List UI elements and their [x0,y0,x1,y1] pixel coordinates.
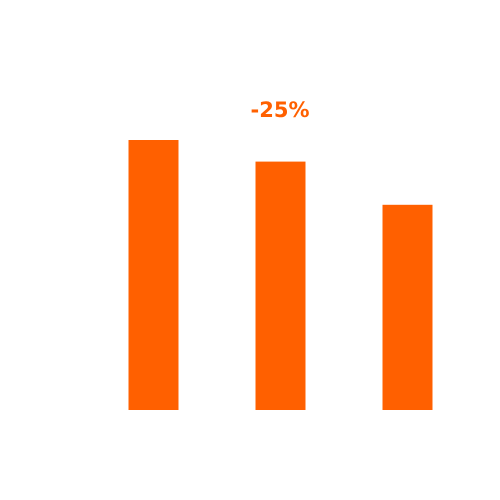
bar [128,140,179,410]
bar [382,204,433,410]
annotation: -25% [251,98,310,122]
bar [255,161,306,410]
